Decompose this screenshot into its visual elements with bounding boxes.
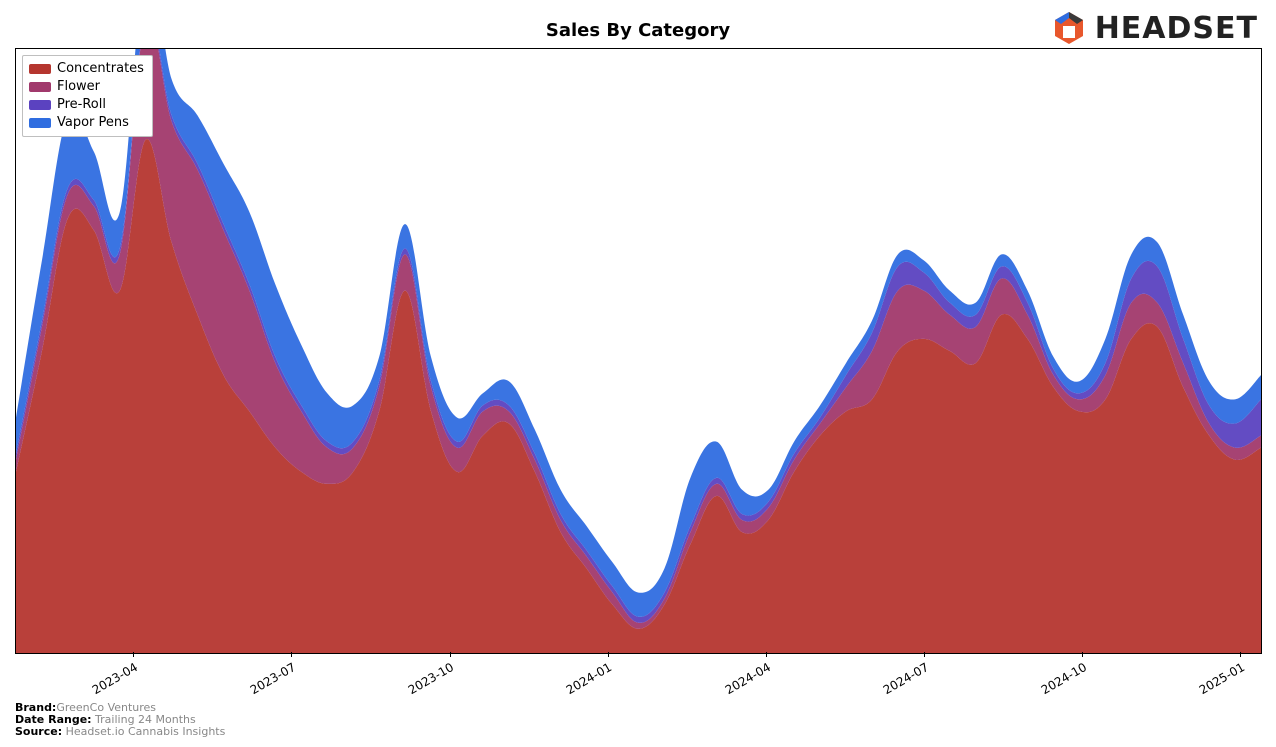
x-tick-mark <box>608 652 609 657</box>
legend-swatch <box>29 82 51 92</box>
x-tick-label: 2023-07 <box>248 660 298 697</box>
plot-area: ConcentratesFlowerPre-RollVapor Pens <box>15 48 1262 654</box>
legend-label: Vapor Pens <box>57 114 129 132</box>
x-tick-mark <box>924 652 925 657</box>
stacked-area-chart <box>16 49 1261 653</box>
x-tick-label: 2024-10 <box>1039 660 1089 697</box>
legend-item: Concentrates <box>29 60 144 78</box>
x-tick-label: 2023-10 <box>406 660 456 697</box>
legend-swatch <box>29 118 51 128</box>
legend-swatch <box>29 64 51 74</box>
x-tick-label: 2024-01 <box>564 660 614 697</box>
legend-swatch <box>29 100 51 110</box>
x-tick-mark <box>1240 652 1241 657</box>
x-tick-label: 2024-07 <box>880 660 930 697</box>
legend-label: Concentrates <box>57 60 144 78</box>
x-tick-mark <box>450 652 451 657</box>
headset-logo-icon <box>1049 8 1089 48</box>
x-tick-mark <box>133 652 134 657</box>
legend-item: Vapor Pens <box>29 114 144 132</box>
legend-item: Pre-Roll <box>29 96 144 114</box>
x-tick-mark <box>291 652 292 657</box>
x-tick-mark <box>766 652 767 657</box>
meta-source: Source: Headset.io Cannabis Insights <box>15 726 225 738</box>
x-tick-label: 2025-01 <box>1197 660 1247 697</box>
chart-metadata: Brand:GreenCo Ventures Date Range: Trail… <box>15 702 225 738</box>
headset-logo-text: HEADSET <box>1095 11 1258 46</box>
legend: ConcentratesFlowerPre-RollVapor Pens <box>22 55 153 137</box>
headset-logo: HEADSET <box>1049 8 1258 48</box>
legend-item: Flower <box>29 78 144 96</box>
legend-label: Pre-Roll <box>57 96 106 114</box>
x-tick-mark <box>1082 652 1083 657</box>
x-tick-label: 2024-04 <box>722 660 772 697</box>
x-tick-label: 2023-04 <box>90 660 140 697</box>
legend-label: Flower <box>57 78 100 96</box>
